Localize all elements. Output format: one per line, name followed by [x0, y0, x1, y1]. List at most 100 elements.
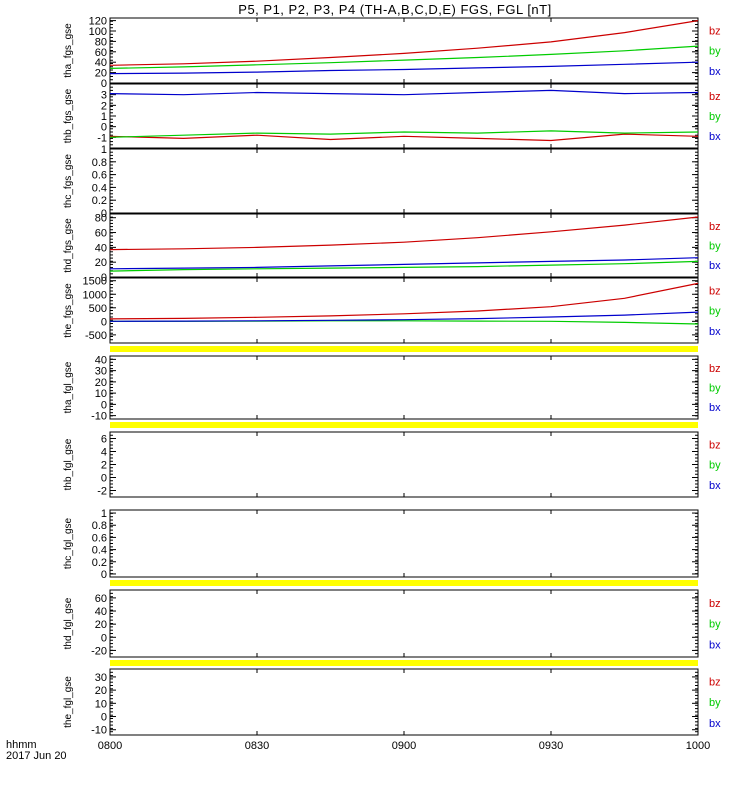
- series-line-bx: [109, 61, 699, 75]
- y-tick-label: 10: [95, 698, 107, 710]
- legend-bz: bz: [709, 677, 721, 689]
- legend-bx: bx: [709, 718, 721, 730]
- y-tick-label: 1000: [83, 289, 107, 301]
- legend-bz: bz: [709, 439, 721, 451]
- y-axis-label: thb_fgl_gse: [63, 438, 74, 490]
- y-tick-label: 2: [101, 100, 107, 112]
- y-tick-label: 10: [95, 388, 107, 400]
- series-line-bx: [109, 89, 699, 96]
- y-tick-label: 0.2: [92, 557, 107, 569]
- y-tick-label: 40: [95, 57, 107, 69]
- legend-by: by: [709, 382, 721, 394]
- y-axis-label: the_fgs_gse: [63, 283, 74, 338]
- legend-by: by: [709, 697, 721, 709]
- y-tick-label: 0: [101, 78, 107, 90]
- flag-bar: [110, 346, 698, 352]
- flag-bar: [110, 422, 698, 428]
- y-tick-label: 500: [89, 303, 107, 315]
- panel-thd_fgs_gse: 0 20 40 60 80 thd_fgs_gse bz by bx: [63, 213, 721, 284]
- y-tick-label: 60: [95, 47, 107, 59]
- x-tick-label: 0900: [392, 740, 416, 752]
- panel-frame: [109, 277, 699, 344]
- y-axis-label: thc_fgl_gse: [63, 517, 74, 569]
- y-tick-label: -2: [97, 486, 107, 498]
- flag-bar: [110, 660, 698, 666]
- y-tick-label: 20: [95, 619, 107, 631]
- series-line-bx: [109, 311, 699, 322]
- y-tick-label: 0.8: [92, 157, 107, 169]
- y-tick-label: 20: [95, 685, 107, 697]
- y-tick-label: 1: [101, 144, 107, 156]
- y-tick-label: 0.4: [92, 545, 107, 557]
- y-tick-label: 0.4: [92, 182, 107, 194]
- chart-title: P5, P1, P2, P3, P4 (TH-A,B,C,D,E) FGS, F…: [238, 2, 552, 17]
- y-axis-label: thc_fgs_gse: [63, 154, 74, 208]
- y-tick-label: 3: [101, 90, 107, 102]
- y-axis-label: thd_fgs_gse: [63, 218, 74, 273]
- y-tick-label: -20: [91, 645, 107, 657]
- x-tick-label: 0930: [539, 740, 563, 752]
- y-tick-label: 0: [101, 712, 107, 724]
- legend-bx: bx: [709, 131, 721, 143]
- y-tick-label: 0.2: [92, 195, 107, 207]
- y-tick-label: 1: [101, 111, 107, 123]
- y-axis-label: tha_fgl_gse: [63, 361, 74, 413]
- y-tick-label: 0.6: [92, 170, 107, 182]
- x-tick-label: 1000: [686, 740, 710, 752]
- legend-bz: bz: [709, 25, 721, 37]
- y-tick-label: 40: [95, 242, 107, 254]
- date-label: 2017 Jun 20: [6, 750, 67, 762]
- series-line-bz: [109, 216, 699, 251]
- panel-frame: [109, 148, 699, 214]
- legend-by: by: [709, 460, 721, 472]
- series-line-by: [109, 260, 699, 272]
- y-tick-label: 40: [95, 354, 107, 366]
- series-line-bz: [109, 282, 699, 320]
- x-tick-label: 0830: [245, 740, 269, 752]
- series-line-by: [109, 130, 699, 138]
- legend-bx: bx: [709, 480, 721, 492]
- y-tick-label: 2: [101, 460, 107, 472]
- y-tick-label: 6: [101, 434, 107, 446]
- y-tick-label: 20: [95, 257, 107, 269]
- series-line-bx: [109, 257, 699, 270]
- legend-by: by: [709, 306, 721, 318]
- legend-bx: bx: [709, 402, 721, 414]
- y-tick-label: -10: [91, 725, 107, 737]
- panel-frame: [109, 355, 699, 420]
- y-tick-label: 60: [95, 593, 107, 605]
- series-line-by: [109, 45, 699, 69]
- legend-bx: bx: [709, 640, 721, 652]
- series-line-bz: [109, 20, 699, 66]
- panel-thc_fgl_gse: 00.20.40.60.81 thc_fgl_gse: [63, 508, 699, 586]
- legend-bz: bz: [709, 285, 721, 297]
- time-format-label: hhmm: [6, 739, 37, 751]
- y-tick-label: 0: [101, 473, 107, 485]
- legend-bx: bx: [709, 260, 721, 272]
- panel-frame: [109, 668, 699, 736]
- legend-bz: bz: [709, 221, 721, 233]
- x-tick-label: 0800: [98, 740, 122, 752]
- y-tick-label: 4: [101, 447, 107, 459]
- panel-frame: [109, 83, 699, 149]
- y-tick-label: -500: [85, 330, 107, 342]
- y-axis-label: tha_fgs_gse: [63, 23, 74, 78]
- y-tick-label: 0: [101, 272, 107, 284]
- y-tick-label: 100: [89, 26, 107, 38]
- legend-bz: bz: [709, 363, 721, 375]
- y-tick-label: 20: [95, 68, 107, 80]
- panel-frame: [109, 589, 699, 658]
- y-axis-label: thb_fgs_gse: [63, 88, 74, 143]
- panel-frame: [109, 431, 699, 498]
- y-tick-label: 80: [95, 36, 107, 48]
- y-tick-label: 0: [101, 122, 107, 134]
- legend-bz: bz: [709, 91, 721, 103]
- legend-by: by: [709, 619, 721, 631]
